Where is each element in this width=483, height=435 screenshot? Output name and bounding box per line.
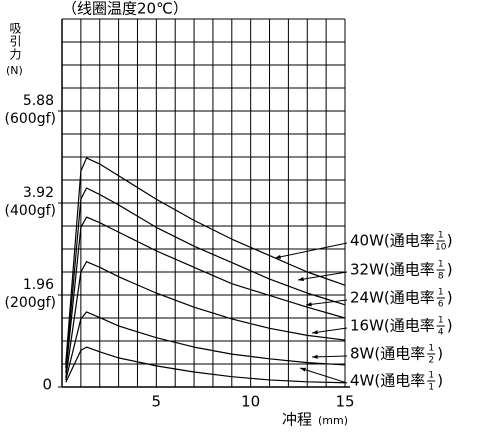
fraction-numerator: 1	[428, 371, 434, 381]
y-tick-sublabel: (200gf)	[5, 295, 56, 311]
line-series	[65, 261, 346, 378]
arrow-head	[312, 330, 318, 335]
legend-close: )	[447, 289, 453, 307]
arrow-head	[306, 302, 312, 307]
arrow-head	[300, 367, 306, 372]
y-tick-sublabel: (600gf)	[5, 111, 56, 127]
legend-close: )	[437, 345, 443, 363]
line-series	[65, 157, 346, 364]
fraction-denominator: 2	[428, 356, 434, 366]
y-tick-label: 5.88	[23, 93, 54, 109]
fraction-numerator: 1	[438, 316, 444, 326]
arrow-head	[298, 277, 304, 282]
y-tick-label: 3.92	[23, 185, 54, 201]
chart-title: （线圈温度20℃）	[62, 0, 188, 18]
legend-close: )	[447, 261, 453, 279]
fraction-denominator: 8	[438, 272, 444, 282]
x-tick-label: 15	[335, 393, 354, 411]
fraction-denominator: 10	[435, 243, 447, 253]
leader-line	[299, 367, 348, 384]
y-tick-label: 0	[42, 376, 52, 394]
leader-line	[297, 271, 348, 281]
x-axis-unit: (mm)	[318, 414, 348, 427]
legend-label: 4W(通电率	[350, 372, 425, 390]
arrow-head	[275, 254, 281, 259]
y-tick-sublabel: (400gf)	[5, 203, 56, 219]
line-series	[65, 187, 346, 369]
legend-label: 32W(通电率	[350, 261, 435, 279]
fraction-numerator: 1	[428, 344, 434, 354]
arrow-head	[312, 354, 318, 359]
fraction-numerator: 1	[438, 260, 444, 270]
legend-close: )	[447, 317, 453, 335]
fraction-denominator: 6	[438, 300, 444, 310]
y-axis-unit: (N)	[6, 64, 23, 77]
line-series	[65, 216, 346, 373]
fraction-numerator: 1	[438, 288, 444, 298]
legend-label: 16W(通电率	[350, 317, 435, 335]
legend-label: 8W(通电率	[350, 345, 425, 363]
x-tick-label: 10	[241, 393, 260, 411]
x-tick-label: 5	[152, 393, 162, 411]
legend-close: )	[437, 372, 443, 390]
leader-line	[311, 327, 348, 334]
x-axis-label: 冲程	[282, 411, 312, 429]
legend-label: 40W(通电率	[350, 232, 435, 250]
line-series	[65, 346, 346, 384]
leader-line	[311, 355, 348, 358]
legend-label: 24W(通电率	[350, 289, 435, 307]
fraction-denominator: 4	[438, 328, 444, 338]
fraction-numerator: 1	[438, 231, 444, 241]
y-axis-label: 吸引力	[8, 22, 22, 61]
line-series	[65, 311, 346, 381]
leader-line	[305, 299, 348, 306]
y-tick-label: 1.96	[23, 277, 54, 293]
fraction-denominator: 1	[428, 383, 434, 393]
legend-close: )	[447, 232, 453, 250]
leader-line	[274, 242, 348, 259]
